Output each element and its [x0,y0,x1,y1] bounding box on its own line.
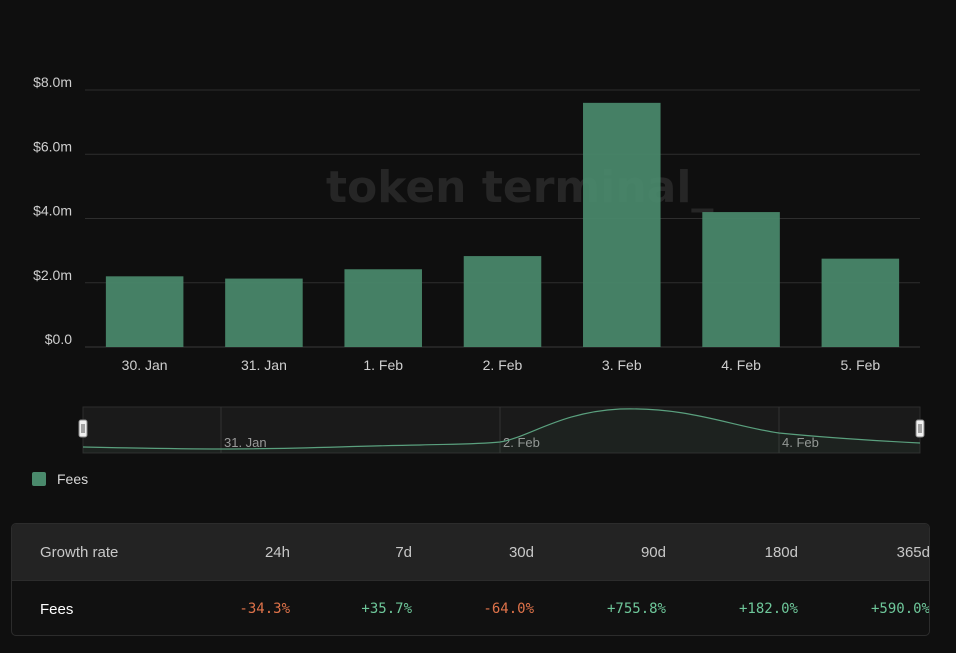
bar[interactable] [344,269,422,347]
y-tick-label: $8.0m [33,74,72,90]
navigator-label: 4. Feb [782,435,819,450]
x-axis-ticks: 30. Jan 31. Jan 1. Feb 2. Feb 3. Feb 4. Feb 5.… [122,357,881,373]
x-tick-label: 30. Jan [122,357,168,373]
table-row: Fees -34.3% +35.7% -64.0% +755.8% +182.0… [12,581,930,635]
legend-swatch [32,472,46,486]
y-tick-label: $0.0 [45,331,72,347]
header-7d: 7d [395,543,412,561]
x-tick-label: 2. Feb [483,357,523,373]
header-24h: 24h [264,543,290,561]
x-tick-label: 4. Feb [721,357,761,373]
navigator-right-handle[interactable] [915,419,925,438]
x-tick-label: 3. Feb [602,357,642,373]
y-tick-label: $6.0m [33,138,72,154]
navigator-area [83,408,920,453]
bars [105,102,900,347]
header-30d: 30d [508,543,534,561]
x-tick-label: 31. Jan [241,357,287,373]
x-tick-label: 1. Feb [363,357,403,373]
navigator-line [82,408,921,450]
growth-rate-table: Growth rate 24h 7d 30d 90d 180d 365d Fee… [11,523,930,636]
y-tick-label: $2.0m [33,267,72,283]
y-axis-ticks: $0.0 $2.0m $4.0m $6.0m $8.0m [33,74,72,347]
value-24h: -34.3% [239,601,290,617]
x-tick-label: 5. Feb [841,357,881,373]
value-90d: +755.8% [606,601,666,617]
value-365d: +590.0% [870,601,930,617]
table-header-row: Growth rate 24h 7d 30d 90d 180d 365d [12,524,929,581]
range-navigator[interactable]: 31. Jan 2. Feb 4. Feb [78,406,925,454]
value-7d: +35.7% [361,601,412,617]
fees-bar-chart: $0.0$2.0m$4.0m$6.0m$8.0m token terminal_… [33,74,925,454]
value-30d: -64.0% [483,601,534,617]
y-tick-label: $4.0m [33,203,72,219]
bar[interactable] [463,256,542,347]
bar[interactable] [583,102,661,347]
value-180d: +182.0% [738,601,798,617]
grid-lines [85,89,920,348]
bar[interactable] [702,212,780,347]
header-growth-rate: Growth rate [40,543,119,561]
bar[interactable] [821,258,900,347]
row-label-fees: Fees [40,600,74,618]
header-180d: 180d [764,543,798,561]
header-365d: 365d [896,543,930,561]
header-90d: 90d [640,543,666,561]
legend-label: Fees [57,471,89,487]
navigator-label: 31. Jan [224,435,267,450]
bar[interactable] [105,276,184,347]
navigator-left-handle[interactable] [78,419,88,438]
bar[interactable] [225,278,303,347]
legend-item-fees[interactable]: Fees [32,471,88,487]
